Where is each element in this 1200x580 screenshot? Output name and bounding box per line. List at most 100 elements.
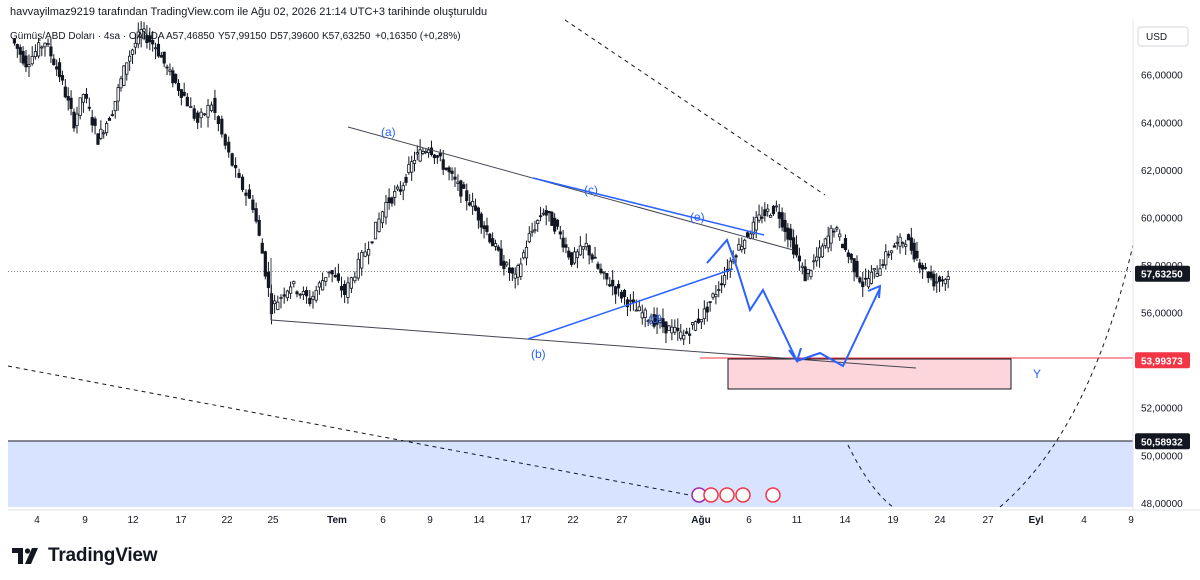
time-tick-label: 27 [982,515,994,526]
candle-body [24,55,28,68]
candle-body [72,111,76,129]
candle-body [247,189,252,199]
event-icon-us-3 [735,487,751,503]
candle-body [234,164,238,169]
candle-body [649,320,653,324]
candle-body [27,64,31,68]
time-tick-label: 17 [520,515,532,526]
candle-body [838,233,842,238]
candle-body [800,265,804,268]
event-icons[interactable] [691,487,781,503]
candle-body [145,35,149,44]
candle-body [538,215,543,218]
candle-body [496,246,500,251]
candle-body [901,242,905,244]
chart-header-title: havvayilmaz9219 tarafından TradingView.c… [10,6,488,18]
candle-body [643,309,647,318]
target-zone-box [727,358,1012,390]
candle-body [435,155,439,158]
candle-body [260,242,264,254]
candle-body [308,297,312,305]
candle-body [349,277,353,289]
candle-body [390,197,394,204]
candle-body [493,243,498,247]
triangle-upper-line [532,177,765,236]
wave-label-a: (a) [381,125,396,139]
candle-body [113,101,117,112]
candle-body [673,326,677,333]
candle-body [301,290,306,295]
candle-body [441,159,445,170]
candle-body [21,51,25,64]
candle-body [676,327,680,331]
candle-body [136,31,140,45]
projection-arrowhead-down [788,347,802,364]
candle-body [87,106,91,109]
wave-label-d: (d) [648,312,663,326]
candle-body [220,118,224,135]
candle-body [622,289,627,298]
candle-body [176,83,181,91]
candle-body [763,209,767,217]
dashed-arc-right [999,244,1134,508]
candle-body [401,185,405,191]
candle-body [282,294,286,297]
candle-body [148,35,152,43]
time-tick-label: 19 [887,515,899,526]
candle-body [889,250,894,254]
candle-body [462,184,466,189]
candle-body [471,201,475,207]
candle-body [292,281,296,285]
candle-body [263,251,267,277]
time-tick-label: 12 [127,515,139,526]
candle-body [373,221,378,240]
candle-body [740,246,744,251]
candle-body [835,227,839,230]
dashed-lower-trendline [7,365,701,498]
candle-body [769,215,773,218]
candle-body [257,219,261,236]
candle-body [823,238,827,246]
candle-body [817,247,822,258]
candle-body [49,46,53,57]
candle-body [846,252,850,257]
candle-body [513,273,517,279]
candle-body [279,297,283,299]
candle-body [360,252,364,269]
price-label-text: 57,63250 [1141,270,1183,281]
tradingview-brand[interactable]: TradingView [12,545,158,567]
candle-body [37,42,41,57]
candle-body [616,283,621,289]
candle-body [699,319,703,323]
candle-body [429,147,434,155]
ohlc-legend: Gümüş/ABD Doları · 4sa · OANDA A57,46850… [10,31,461,42]
candle-body [153,47,158,50]
candle-body [578,245,582,256]
candle-body [590,254,594,260]
time-axis-ticks[interactable]: 4 9 12 17 22 25 Tem 6 9 14 17 22 27 Ağu 6 11 14 19 24 27 Eyl… [34,515,1134,526]
price-axis[interactable] [1133,20,1200,510]
candle-body [304,290,309,297]
candle-body [105,123,109,134]
candle-body [311,295,315,300]
candle-body [426,149,431,154]
currency-box[interactable] [1137,26,1189,47]
candle-body [866,278,871,288]
candle-body [670,326,674,334]
candle-body [806,268,810,274]
candle-body [320,280,325,291]
candle-body [926,271,930,279]
candle-body [216,116,220,125]
candle-body [909,237,913,251]
candle-body [688,333,692,336]
wave-label-e: (e) [690,210,705,224]
candle-body [708,301,712,304]
price-label-text: 50,58932 [1141,437,1183,448]
candle-body [904,244,908,247]
price-label-text: 53,99373 [1141,356,1183,367]
candle-body [555,219,560,227]
candle-body [404,176,408,183]
candle-body [553,217,557,232]
time-tick-label: 22 [567,515,579,526]
